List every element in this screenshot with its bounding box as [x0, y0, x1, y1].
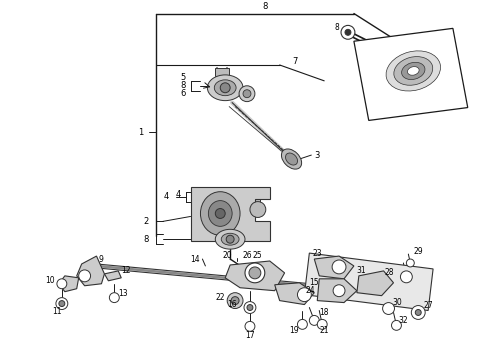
Text: 20: 20	[222, 251, 232, 260]
Text: 8: 8	[334, 23, 339, 32]
Circle shape	[309, 315, 319, 325]
Polygon shape	[317, 279, 357, 303]
Polygon shape	[357, 271, 393, 296]
Ellipse shape	[281, 149, 302, 169]
Polygon shape	[104, 271, 121, 281]
Ellipse shape	[386, 51, 441, 91]
Circle shape	[109, 293, 119, 303]
Polygon shape	[354, 28, 468, 121]
Text: 31: 31	[356, 266, 366, 275]
Text: 10: 10	[45, 276, 55, 285]
Text: 24: 24	[306, 286, 315, 295]
Circle shape	[249, 267, 261, 279]
Ellipse shape	[408, 67, 419, 75]
Text: 9: 9	[98, 255, 103, 264]
Ellipse shape	[214, 80, 236, 96]
Polygon shape	[225, 261, 285, 291]
Circle shape	[239, 86, 255, 102]
Text: 15: 15	[309, 278, 319, 287]
Circle shape	[297, 288, 311, 302]
Polygon shape	[314, 256, 354, 279]
Text: 8: 8	[262, 1, 268, 10]
Text: 13: 13	[118, 289, 128, 298]
Circle shape	[57, 279, 67, 289]
Ellipse shape	[215, 229, 245, 249]
Text: 21: 21	[319, 326, 329, 335]
Bar	[215, 68, 229, 76]
Circle shape	[56, 298, 68, 310]
Circle shape	[245, 321, 255, 331]
Bar	[245, 199, 260, 207]
Text: 32: 32	[398, 316, 408, 325]
Text: 22: 22	[216, 293, 225, 302]
Text: 27: 27	[423, 301, 433, 310]
Text: 8: 8	[144, 235, 149, 244]
Polygon shape	[275, 283, 314, 305]
Circle shape	[406, 259, 414, 267]
Text: 18: 18	[319, 308, 329, 317]
Text: 6: 6	[180, 89, 186, 98]
Circle shape	[297, 319, 307, 329]
Bar	[245, 221, 260, 229]
Polygon shape	[59, 276, 79, 292]
Circle shape	[243, 90, 251, 98]
Ellipse shape	[250, 202, 266, 217]
Circle shape	[247, 305, 253, 311]
Circle shape	[411, 306, 425, 319]
Text: 4: 4	[175, 190, 181, 199]
Circle shape	[341, 26, 355, 39]
Text: 25: 25	[252, 251, 262, 260]
Text: 16: 16	[227, 300, 237, 309]
Circle shape	[333, 285, 345, 297]
Ellipse shape	[208, 201, 232, 226]
Circle shape	[317, 319, 327, 329]
Text: 3: 3	[314, 150, 319, 159]
Circle shape	[400, 271, 412, 283]
Text: 8: 8	[180, 81, 186, 90]
Ellipse shape	[286, 153, 297, 165]
Circle shape	[392, 320, 401, 330]
Polygon shape	[304, 253, 433, 311]
Text: 4: 4	[164, 192, 169, 201]
Ellipse shape	[402, 62, 425, 80]
Circle shape	[231, 297, 239, 305]
Circle shape	[245, 263, 265, 283]
Polygon shape	[191, 187, 270, 241]
Polygon shape	[77, 256, 104, 286]
Text: 17: 17	[245, 331, 255, 340]
Circle shape	[416, 310, 421, 315]
Circle shape	[227, 293, 243, 309]
Text: 28: 28	[385, 269, 394, 278]
Text: 23: 23	[313, 249, 322, 258]
Ellipse shape	[221, 233, 239, 245]
Circle shape	[215, 208, 225, 219]
Text: 26: 26	[242, 251, 252, 260]
Text: 11: 11	[52, 307, 62, 316]
Circle shape	[383, 303, 394, 315]
Text: 29: 29	[413, 247, 423, 256]
Circle shape	[79, 270, 91, 282]
Text: 30: 30	[392, 298, 402, 307]
Text: 12: 12	[121, 266, 131, 275]
Ellipse shape	[394, 57, 433, 85]
Circle shape	[220, 83, 230, 93]
Ellipse shape	[207, 75, 243, 101]
Text: 1: 1	[138, 128, 143, 137]
Circle shape	[226, 235, 234, 243]
Ellipse shape	[200, 192, 240, 235]
Circle shape	[332, 260, 346, 274]
Text: 14: 14	[191, 255, 200, 264]
Text: 2: 2	[144, 217, 149, 226]
Text: 7: 7	[292, 57, 297, 66]
Circle shape	[244, 302, 256, 314]
Text: 19: 19	[290, 326, 299, 335]
Circle shape	[345, 30, 351, 35]
Circle shape	[59, 301, 65, 307]
Text: 5: 5	[180, 73, 186, 82]
